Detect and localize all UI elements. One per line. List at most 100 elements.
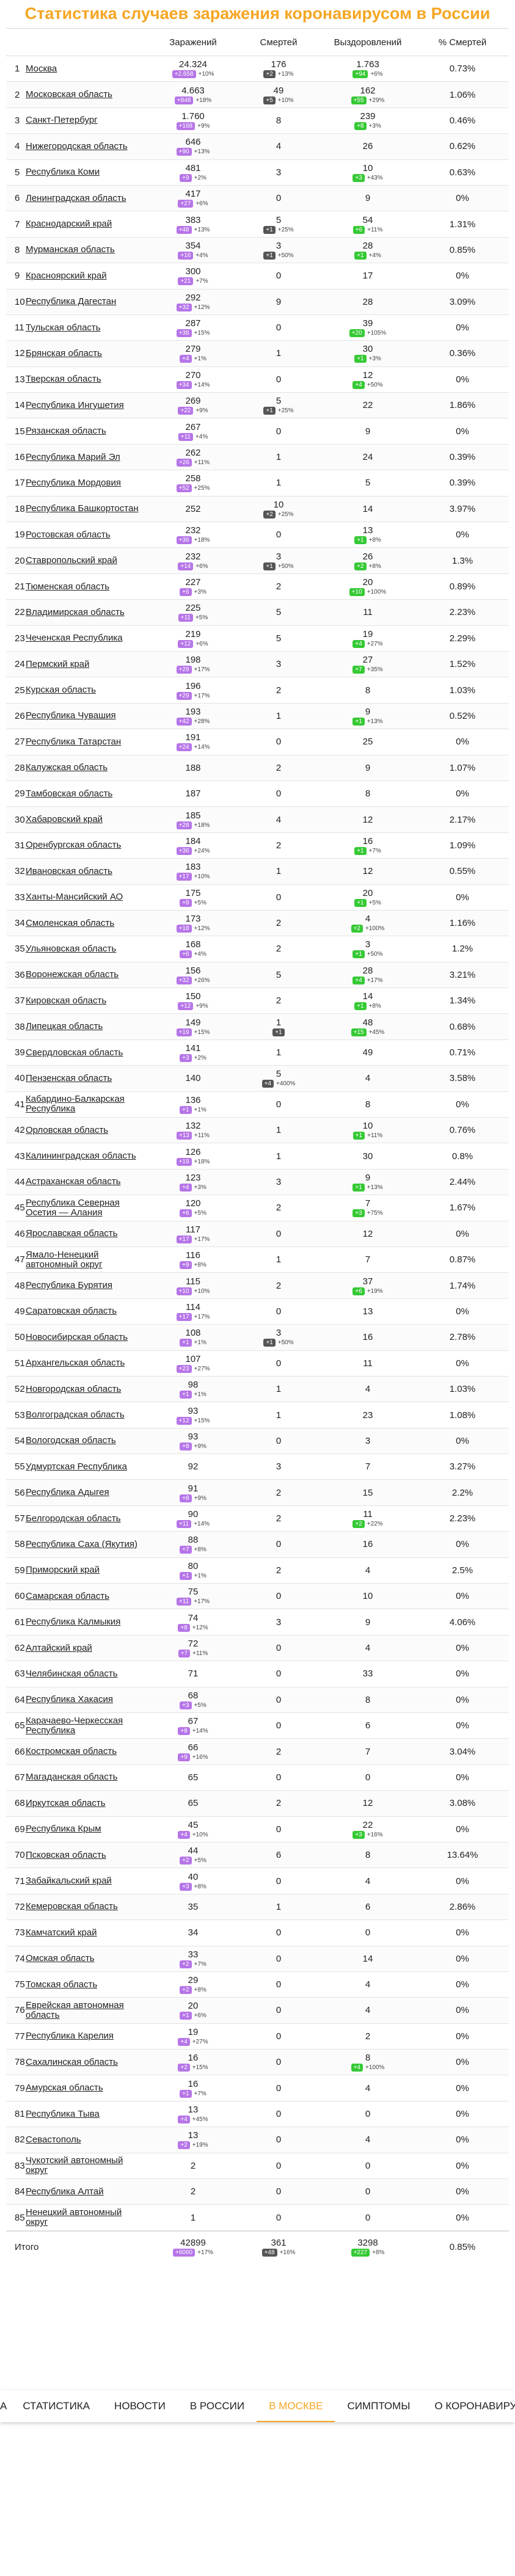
region-link[interactable]: Сахалинская область	[26, 2056, 118, 2067]
region-link[interactable]: Республика Северная Осетия — Алания	[26, 1197, 120, 1218]
region-link[interactable]: Тверская область	[26, 374, 101, 385]
region-link[interactable]: Ямало-Ненецкий автономный округ	[26, 1249, 103, 1270]
region-link[interactable]: Орловская область	[26, 1124, 109, 1135]
recovered-badges: +6 +11%	[319, 225, 417, 234]
region-link[interactable]: Алтайский край	[26, 1642, 92, 1653]
death-pct-value: 1.34%	[449, 995, 476, 1006]
region-link[interactable]: Костромская область	[26, 1746, 117, 1757]
nav-item[interactable]: СИМПТОМЫ	[347, 2400, 411, 2412]
region-link[interactable]: Ростовская область	[26, 529, 111, 540]
region-link[interactable]: Волгоградская область	[26, 1410, 125, 1420]
region-link[interactable]: Саратовская область	[26, 1306, 117, 1317]
region-link[interactable]: Республика Коми	[26, 167, 100, 178]
region-link[interactable]: Кабардино-Балкарская Республика	[26, 1094, 125, 1115]
region-link[interactable]: Новосибирская область	[26, 1331, 128, 1342]
region-link[interactable]: Челябинская область	[26, 1668, 118, 1679]
region-link[interactable]: Москва	[26, 63, 57, 74]
region-link[interactable]: Калужская область	[26, 762, 108, 773]
region-link[interactable]: Республика Мордовия	[26, 477, 121, 488]
region-link[interactable]: Ставропольский край	[26, 555, 117, 566]
region-link[interactable]: Приморский край	[26, 1565, 100, 1576]
deaths-delta: +4	[261, 1080, 274, 1088]
region-link[interactable]: Республика Ингушетия	[26, 399, 124, 410]
region-link[interactable]: Магаданская область	[26, 1772, 118, 1783]
region-link[interactable]: Кировская область	[26, 995, 107, 1006]
nav-item[interactable]: В МОСКВЕ	[257, 2390, 335, 2422]
region-link[interactable]: Омская область	[26, 1953, 95, 1964]
region-link[interactable]: Карачаево-Черкесская Республика	[26, 1715, 123, 1736]
region-link[interactable]: Брянская область	[26, 347, 102, 358]
region-link[interactable]: Самарская область	[26, 1590, 109, 1601]
cases-value: 184	[185, 835, 201, 846]
region-link[interactable]: Вологодская область	[26, 1435, 116, 1446]
region-link[interactable]: Камчатский край	[26, 1927, 97, 1938]
region-link[interactable]: Калининградская область	[26, 1151, 136, 1162]
region-link[interactable]: Архангельская область	[26, 1358, 125, 1369]
region-link[interactable]: Смоленская область	[26, 917, 115, 928]
region-link[interactable]: Хабаровский край	[26, 814, 103, 825]
region-link[interactable]: Ханты-Мансийский АО	[26, 892, 123, 903]
region-link[interactable]: Еврейская автономная область	[26, 1999, 124, 2020]
deaths-delta: +5	[263, 96, 276, 104]
region-link[interactable]: Республика Карелия	[26, 2031, 114, 2042]
region-link[interactable]: Краснодарский край	[26, 219, 112, 230]
region-link[interactable]: Пензенская область	[26, 1072, 112, 1083]
nav-item-truncated[interactable]: А	[0, 2400, 7, 2412]
region-link[interactable]: Псковская область	[26, 1849, 106, 1860]
region-link[interactable]: Новгородская область	[26, 1383, 122, 1394]
region-link[interactable]: Тамбовская область	[26, 788, 113, 799]
region-link[interactable]: Томская область	[26, 1979, 98, 1990]
region-link[interactable]: Республика Саха (Якутия)	[26, 1538, 138, 1549]
region-link[interactable]: Удмуртская Республика	[26, 1461, 127, 1472]
nav-item[interactable]: О КОРОНАВИРУСЕ	[434, 2400, 515, 2412]
region-link[interactable]: Ненецкий автономный округ	[26, 2207, 122, 2228]
region-link[interactable]: Севастополь	[26, 2134, 81, 2145]
region-link[interactable]: Республика Тыва	[26, 2108, 100, 2119]
region-link[interactable]: Красноярский край	[26, 270, 107, 281]
region-link[interactable]: Республика Калмыкия	[26, 1617, 121, 1628]
region-link[interactable]: Республика Марий Эл	[26, 451, 120, 462]
region-link[interactable]: Астраханская область	[26, 1176, 121, 1187]
region-link[interactable]: Курская область	[26, 685, 96, 696]
region-link[interactable]: Московская область	[26, 89, 112, 100]
region-link[interactable]: Ульяновская область	[26, 943, 117, 954]
cases-value: 175	[185, 887, 201, 898]
recovered-value: 26	[362, 141, 373, 152]
region-link[interactable]: Тюменская область	[26, 581, 110, 592]
region-link[interactable]: Кемеровская область	[26, 1901, 118, 1912]
cases-value: 80	[188, 1560, 199, 1571]
table-row: 85 Ненецкий автономный округ 1 0 0 0%	[6, 2205, 509, 2231]
region-link[interactable]: Забайкальский край	[26, 1876, 112, 1887]
region-link[interactable]: Республика Бурятия	[26, 1280, 112, 1291]
region-link[interactable]: Липецкая область	[26, 1021, 103, 1032]
region-link[interactable]: Воронежская область	[26, 969, 119, 980]
region-link[interactable]: Республика Чувашия	[26, 710, 116, 721]
region-link[interactable]: Пермский край	[26, 658, 90, 669]
nav-item[interactable]: НОВОСТИ	[114, 2400, 166, 2412]
region-link[interactable]: Республика Дагестан	[26, 296, 117, 307]
region-link[interactable]: Ленинградская область	[26, 192, 126, 203]
region-link[interactable]: Республика Татарстан	[26, 736, 122, 747]
region-link[interactable]: Ивановская область	[26, 865, 112, 876]
region-link[interactable]: Чеченская Республика	[26, 633, 123, 644]
region-link[interactable]: Рязанская область	[26, 426, 106, 437]
region-link[interactable]: Оренбургская область	[26, 840, 122, 851]
region-link[interactable]: Республика Башкортостан	[26, 503, 139, 514]
region-link[interactable]: Республика Адыгея	[26, 1487, 109, 1498]
region-link[interactable]: Нижегородская область	[26, 140, 128, 151]
region-link[interactable]: Республика Крым	[26, 1824, 101, 1835]
region-link[interactable]: Белгородская область	[26, 1513, 121, 1524]
nav-item[interactable]: СТАТИСТИКА	[23, 2400, 90, 2412]
region-link[interactable]: Республика Алтай	[26, 2186, 104, 2197]
region-link[interactable]: Мурманская область	[26, 244, 115, 255]
region-link[interactable]: Чукотский автономный округ	[26, 2155, 123, 2176]
region-link[interactable]: Владимирская область	[26, 606, 125, 617]
region-link[interactable]: Амурская область	[26, 2083, 103, 2094]
region-link[interactable]: Республика Хакасия	[26, 1694, 114, 1705]
region-link[interactable]: Санкт-Петербург	[26, 115, 98, 126]
region-link[interactable]: Тульская область	[26, 322, 101, 333]
nav-item[interactable]: В РОССИИ	[189, 2400, 245, 2412]
region-link[interactable]: Иркутская область	[26, 1797, 106, 1808]
region-link[interactable]: Свердловская область	[26, 1047, 123, 1058]
region-link[interactable]: Ярославская область	[26, 1228, 118, 1239]
